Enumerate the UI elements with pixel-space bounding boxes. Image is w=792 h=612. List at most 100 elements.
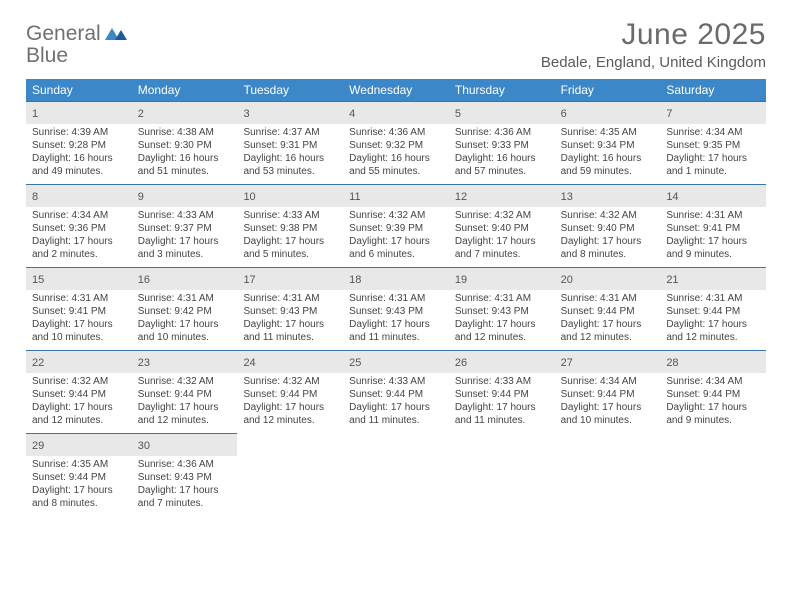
day-number-bar: 27 xyxy=(555,350,661,373)
day-number: 5 xyxy=(455,108,461,120)
day-cell: 16Sunrise: 4:31 AMSunset: 9:42 PMDayligh… xyxy=(132,267,238,350)
daylight-text: Daylight: 17 hours and 1 minute. xyxy=(666,152,760,178)
day-cell: 4Sunrise: 4:36 AMSunset: 9:32 PMDaylight… xyxy=(343,101,449,184)
sunrise-text: Sunrise: 4:32 AM xyxy=(349,209,443,222)
sunrise-text: Sunrise: 4:32 AM xyxy=(243,375,337,388)
daylight-text: Daylight: 17 hours and 2 minutes. xyxy=(32,235,126,261)
sunset-text: Sunset: 9:44 PM xyxy=(32,388,126,401)
day-info: Sunrise: 4:33 AMSunset: 9:44 PMDaylight:… xyxy=(455,375,549,427)
day-number-bar: 3 xyxy=(237,101,343,124)
sunrise-text: Sunrise: 4:36 AM xyxy=(138,458,232,471)
sunset-text: Sunset: 9:41 PM xyxy=(32,305,126,318)
day-number: 27 xyxy=(561,357,573,369)
day-cell: 23Sunrise: 4:32 AMSunset: 9:44 PMDayligh… xyxy=(132,350,238,433)
sunrise-text: Sunrise: 4:36 AM xyxy=(455,126,549,139)
day-number: 17 xyxy=(243,274,255,286)
daylight-text: Daylight: 17 hours and 12 minutes. xyxy=(666,318,760,344)
day-number-bar: 29 xyxy=(26,433,132,456)
day-cell xyxy=(449,433,555,516)
day-number-bar: 11 xyxy=(343,184,449,207)
day-number-bar: 13 xyxy=(555,184,661,207)
day-number: 9 xyxy=(138,191,144,203)
day-number-bar: 20 xyxy=(555,267,661,290)
day-number-bar: 12 xyxy=(449,184,555,207)
daylight-text: Daylight: 17 hours and 8 minutes. xyxy=(561,235,655,261)
day-number: 19 xyxy=(455,274,467,286)
day-info: Sunrise: 4:31 AMSunset: 9:43 PMDaylight:… xyxy=(243,292,337,344)
day-number: 22 xyxy=(32,357,44,369)
daylight-text: Daylight: 17 hours and 11 minutes. xyxy=(349,401,443,427)
sunset-text: Sunset: 9:44 PM xyxy=(243,388,337,401)
day-info: Sunrise: 4:32 AMSunset: 9:40 PMDaylight:… xyxy=(455,209,549,261)
sunset-text: Sunset: 9:44 PM xyxy=(349,388,443,401)
sunset-text: Sunset: 9:43 PM xyxy=(138,471,232,484)
day-cell xyxy=(343,433,449,516)
daylight-text: Daylight: 17 hours and 5 minutes. xyxy=(243,235,337,261)
day-cell: 14Sunrise: 4:31 AMSunset: 9:41 PMDayligh… xyxy=(660,184,766,267)
sunrise-text: Sunrise: 4:31 AM xyxy=(455,292,549,305)
sunset-text: Sunset: 9:35 PM xyxy=(666,139,760,152)
day-number: 2 xyxy=(138,108,144,120)
sunset-text: Sunset: 9:44 PM xyxy=(666,388,760,401)
sunset-text: Sunset: 9:39 PM xyxy=(349,222,443,235)
day-number-bar: 19 xyxy=(449,267,555,290)
sunset-text: Sunset: 9:44 PM xyxy=(138,388,232,401)
day-info: Sunrise: 4:32 AMSunset: 9:44 PMDaylight:… xyxy=(243,375,337,427)
sunrise-text: Sunrise: 4:39 AM xyxy=(32,126,126,139)
week-row: 15 Sunrise: 4:31 AM Sunset: 9:41 PM Dayligh… xyxy=(26,267,766,350)
day-number: 24 xyxy=(243,357,255,369)
logo-word-2: Blue xyxy=(26,44,68,67)
daylight-text: Daylight: 17 hours and 11 minutes. xyxy=(349,318,443,344)
sunrise-text: Sunrise: 4:33 AM xyxy=(455,375,549,388)
day-info: Sunrise: 4:36 AMSunset: 9:32 PMDaylight:… xyxy=(349,126,443,178)
day-number-bar: 24 xyxy=(237,350,343,373)
day-number-bar: 9 xyxy=(132,184,238,207)
sunrise-text: Sunrise: 4:34 AM xyxy=(561,375,655,388)
day-number-bar: 15 xyxy=(26,267,132,290)
day-number-bar: 28 xyxy=(660,350,766,373)
day-cell: 12Sunrise: 4:32 AMSunset: 9:40 PMDayligh… xyxy=(449,184,555,267)
day-cell: 7Sunrise: 4:34 AMSunset: 9:35 PMDaylight… xyxy=(660,101,766,184)
sunset-text: Sunset: 9:28 PM xyxy=(32,139,126,152)
sunrise-text: Sunrise: 4:35 AM xyxy=(561,126,655,139)
location-label: Bedale, England, United Kingdom xyxy=(541,54,766,71)
day-info: Sunrise: 4:34 AMSunset: 9:36 PMDaylight:… xyxy=(32,209,126,261)
day-cell: 20Sunrise: 4:31 AMSunset: 9:44 PMDayligh… xyxy=(555,267,661,350)
day-number-bar: 21 xyxy=(660,267,766,290)
page-title: June 2025 xyxy=(541,18,766,52)
day-number-bar: 25 xyxy=(343,350,449,373)
sunrise-text: Sunrise: 4:31 AM xyxy=(666,292,760,305)
day-info: Sunrise: 4:35 AMSunset: 9:34 PMDaylight:… xyxy=(561,126,655,178)
day-number-bar: 4 xyxy=(343,101,449,124)
day-cell: 11Sunrise: 4:32 AMSunset: 9:39 PMDayligh… xyxy=(343,184,449,267)
day-number-bar: 16 xyxy=(132,267,238,290)
day-number: 3 xyxy=(243,108,249,120)
day-info: Sunrise: 4:31 AMSunset: 9:43 PMDaylight:… xyxy=(455,292,549,344)
day-info: Sunrise: 4:39 AMSunset: 9:28 PMDaylight:… xyxy=(32,126,126,178)
day-number: 14 xyxy=(666,191,678,203)
daylight-text: Daylight: 17 hours and 9 minutes. xyxy=(666,235,760,261)
week-row: 8Sunrise: 4:34 AMSunset: 9:36 PMDaylight… xyxy=(26,184,766,267)
day-info: Sunrise: 4:33 AMSunset: 9:37 PMDaylight:… xyxy=(138,209,232,261)
logo-mark-icon xyxy=(105,24,127,40)
logo-text: General Blue xyxy=(26,22,127,67)
weekday-label: Sunday xyxy=(26,79,132,101)
daylight-text: Daylight: 17 hours and 12 minutes. xyxy=(32,401,126,427)
day-info: Sunrise: 4:33 AMSunset: 9:44 PMDaylight:… xyxy=(349,375,443,427)
day-info: Sunrise: 4:38 AMSunset: 9:30 PMDaylight:… xyxy=(138,126,232,178)
daylight-text: Daylight: 17 hours and 12 minutes. xyxy=(561,318,655,344)
daylight-text: Daylight: 16 hours and 59 minutes. xyxy=(561,152,655,178)
sunset-text: Sunset: 9:31 PM xyxy=(243,139,337,152)
sunset-text: Sunset: 9:37 PM xyxy=(138,222,232,235)
day-cell: 22Sunrise: 4:32 AMSunset: 9:44 PMDayligh… xyxy=(26,350,132,433)
sunrise-text: Sunrise: 4:35 AM xyxy=(32,458,126,471)
weekday-label: Wednesday xyxy=(343,79,449,101)
day-cell: 30Sunrise: 4:36 AMSunset: 9:43 PMDayligh… xyxy=(132,433,238,516)
sunrise-text: Sunrise: 4:34 AM xyxy=(666,375,760,388)
day-info: Sunrise: 4:34 AMSunset: 9:35 PMDaylight:… xyxy=(666,126,760,178)
sunrise-text: Sunrise: 4:34 AM xyxy=(666,126,760,139)
sunrise-text: Sunrise: 4:37 AM xyxy=(243,126,337,139)
day-number: 30 xyxy=(138,440,150,452)
day-number-bar: 23 xyxy=(132,350,238,373)
sunrise-text: Sunrise: 4:32 AM xyxy=(138,375,232,388)
